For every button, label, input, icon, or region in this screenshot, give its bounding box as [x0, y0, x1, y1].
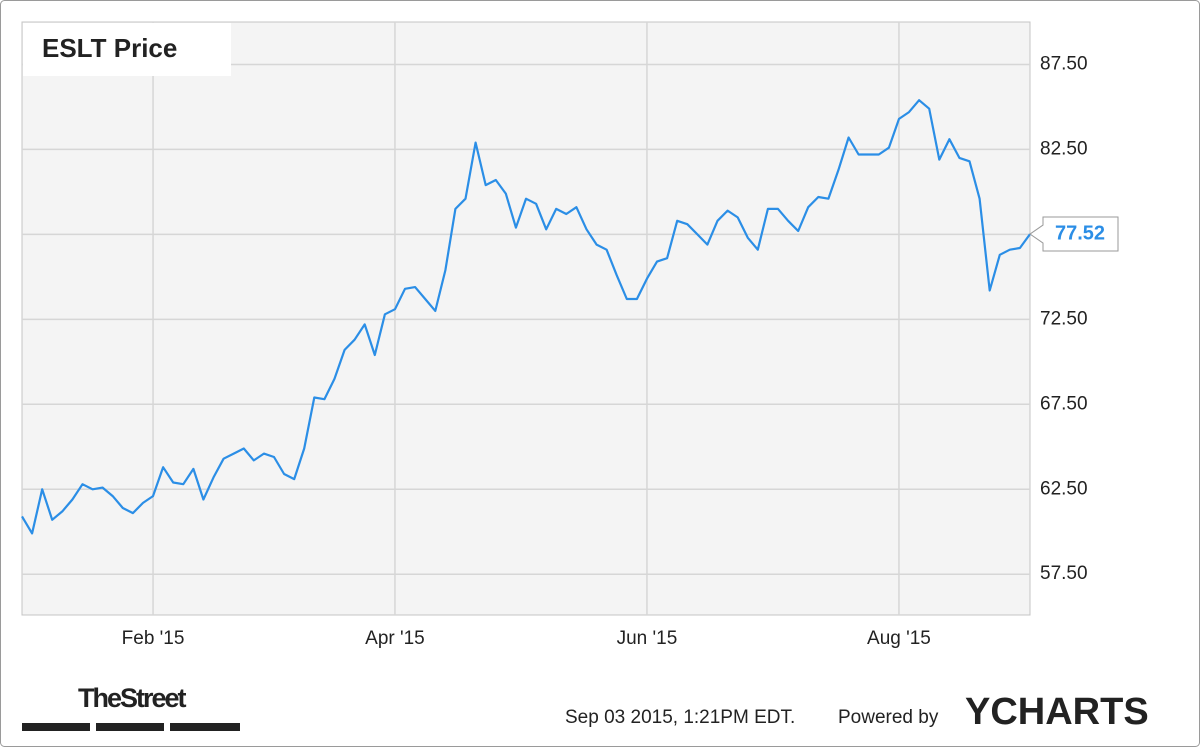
y-tick-label: 82.50 [1040, 138, 1088, 159]
y-tick-label: 72.50 [1040, 308, 1088, 329]
y-tick-label: 57.50 [1040, 563, 1088, 584]
price-line [21, 99, 1031, 535]
y-tick-label: 67.50 [1040, 393, 1088, 414]
logo-bar [22, 723, 90, 731]
logo: TheStreet [78, 683, 187, 713]
brand: YCHARTS [965, 691, 1149, 733]
x-tick-label: Jun '15 [617, 628, 678, 649]
chart-title: ESLT Price [42, 33, 177, 63]
logo-bar [96, 723, 164, 731]
timestamp: Sep 03 2015, 1:21PM EDT. [565, 707, 795, 728]
logo-bar [170, 723, 240, 731]
callout-box [1029, 216, 1119, 252]
last-value-label: 77.52 [1055, 222, 1105, 244]
x-tick-label: Aug '15 [867, 628, 931, 649]
grid [22, 22, 1030, 615]
y-tick-label: 87.50 [1040, 53, 1088, 74]
title-box [23, 23, 231, 76]
x-tick-label: Apr '15 [365, 628, 425, 649]
y-tick-label: 62.50 [1040, 478, 1088, 499]
marks [21, 99, 1031, 535]
x-tick-label: Feb '15 [122, 628, 185, 649]
powered-by: Powered by [838, 707, 939, 728]
plot-area [21, 21, 1031, 616]
